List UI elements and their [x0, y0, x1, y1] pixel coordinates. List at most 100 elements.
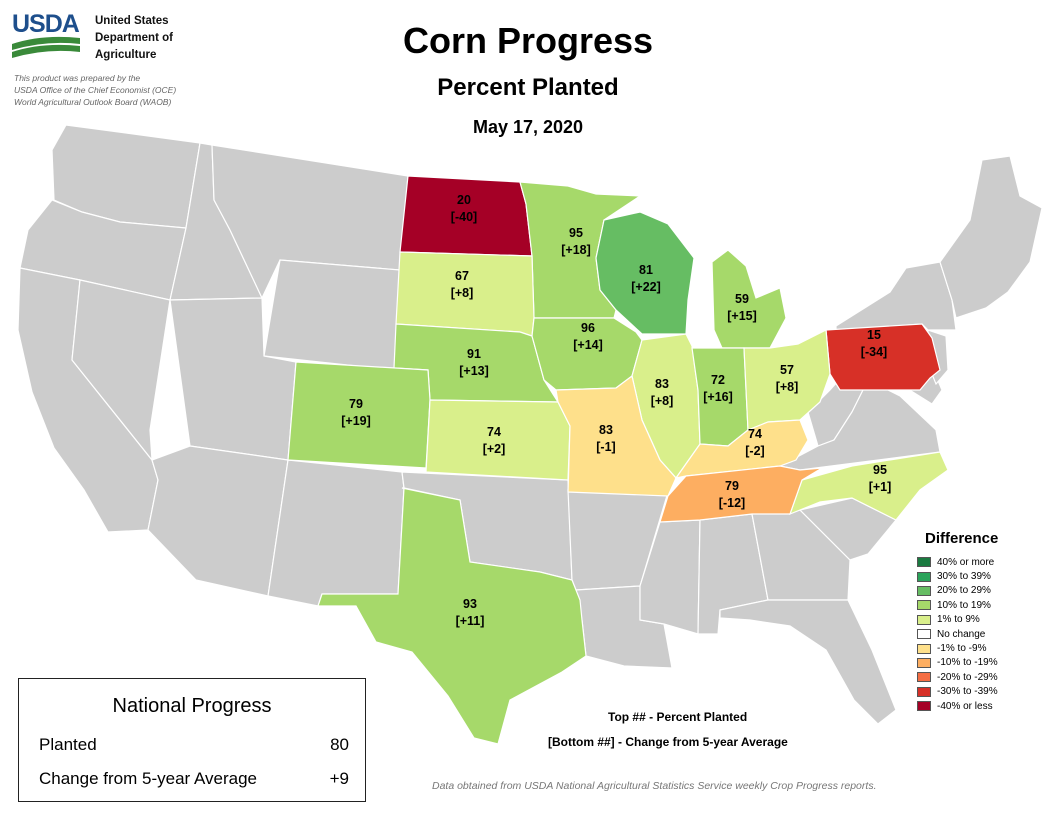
state-az: [147, 445, 289, 597]
state-ks: [425, 399, 571, 481]
state-change-from-average: [-40]: [451, 210, 477, 224]
state-percent-planted: 93: [463, 597, 477, 611]
planted-row: Planted 80: [39, 735, 349, 755]
legend-swatch: [917, 686, 931, 697]
state-change-from-average: [+22]: [631, 280, 661, 294]
legend-item: 10% to 19%: [917, 598, 998, 612]
legend-item: 20% to 29%: [917, 584, 998, 598]
state-percent-planted: 79: [349, 397, 363, 411]
legend-item: -20% to -29%: [917, 670, 998, 684]
state-change-from-average: [+13]: [459, 364, 489, 378]
report-date: May 17, 2020: [472, 117, 584, 137]
state-nm: [267, 459, 405, 607]
state-change-from-average: [-2]: [745, 444, 764, 458]
legend-label: 30% to 39%: [937, 571, 991, 583]
state-pa: [825, 323, 941, 391]
legend-label: No change: [937, 628, 986, 640]
state-percent-planted: 91: [467, 347, 481, 361]
state-percent-planted: 81: [639, 263, 653, 277]
legend-label: -10% to -19%: [937, 657, 998, 669]
state-percent-planted: 72: [711, 373, 725, 387]
legend-label: -1% to -9%: [937, 643, 987, 655]
legend-swatch: [917, 629, 931, 640]
prepared-by-note: This product was prepared by the USDA Of…: [14, 73, 177, 107]
state-percent-planted: 15: [867, 328, 881, 342]
state-fl: [719, 599, 897, 725]
legend-swatch: [917, 600, 931, 611]
difference-legend: Difference 40% or more 30% to 39% 20% to 2…: [917, 530, 998, 713]
state-change-from-average: [+14]: [573, 338, 603, 352]
state-tx: [317, 487, 587, 745]
legend-title: Difference: [925, 530, 999, 547]
state-percent-planted: 74: [748, 427, 762, 441]
state-change-from-average: [+2]: [483, 442, 506, 456]
state-percent-planted: 57: [780, 363, 794, 377]
legend-swatch: [917, 585, 931, 596]
legend-label: -30% to -39%: [937, 686, 998, 698]
state-change-from-average: [+8]: [451, 286, 474, 300]
usda-logo: USDA: [12, 10, 80, 38]
state-change-from-average: [+1]: [869, 480, 892, 494]
legend-swatch: [917, 571, 931, 582]
state-new-england: [939, 155, 1043, 319]
state-percent-planted: 67: [455, 269, 469, 283]
legend-swatch: [917, 643, 931, 654]
state-change-from-average: [+18]: [561, 243, 591, 257]
state-nc: [788, 451, 949, 521]
state-percent-planted: 96: [581, 321, 595, 335]
page-subtitle: Percent Planted: [437, 74, 619, 101]
state-tn: [659, 465, 823, 523]
state-change-from-average: [-34]: [861, 345, 887, 359]
legend-item: 30% to 39%: [917, 569, 998, 583]
legend-item: -30% to -39%: [917, 685, 998, 699]
state-nv: [71, 279, 171, 462]
legend-item: 1% to 9%: [917, 613, 998, 627]
state-change-from-average: [+16]: [703, 390, 733, 404]
legend-label: 10% to 19%: [937, 599, 991, 611]
state-percent-planted: 83: [599, 423, 613, 437]
national-progress-box: National Progress Planted 80 Change from…: [18, 678, 366, 802]
state-percent-planted: 95: [873, 463, 887, 477]
state-percent-planted: 20: [457, 193, 471, 207]
legend-swatch: [917, 557, 931, 568]
state-ny: [835, 261, 957, 331]
national-progress-title: National Progress: [112, 695, 272, 717]
usda-logo-swoosh: [12, 36, 80, 58]
planted-value: 80: [330, 735, 349, 754]
non-reporting-states: [17, 124, 1043, 725]
legend-swatch: [917, 672, 931, 683]
legend-swatch: [917, 701, 931, 712]
data-source-note: Data obtained from USDA National Agricul…: [432, 780, 877, 792]
legend-item: 40% or more: [917, 555, 998, 569]
state-change-from-average: [+19]: [341, 414, 371, 428]
legend-item: -40% or less: [917, 699, 998, 713]
legend-item: -1% to -9%: [917, 641, 998, 655]
state-percent-planted: 79: [725, 479, 739, 493]
legend-label: 40% or more: [937, 556, 995, 568]
state-percent-planted: 59: [735, 292, 749, 306]
legend-note-bottom: [Bottom ##] - Change from 5-year Average: [548, 735, 788, 749]
state-change-from-average: [+8]: [776, 380, 799, 394]
legend-item: -10% to -19%: [917, 656, 998, 670]
state-percent-planted: 95: [569, 226, 583, 240]
agency-name: United States Department of Agriculture: [95, 15, 173, 61]
state-labels: 20 [-40] 95 [+18] 81 [+22] 67 [+8] 59 [+15] 15 [-34…: [341, 193, 891, 628]
planted-label: Planted: [39, 735, 97, 754]
legend-label: -40% or less: [937, 700, 993, 712]
state-change-from-average: [-1]: [596, 440, 615, 454]
reporting-states: [287, 175, 949, 745]
legend-label: -20% to -29%: [937, 671, 998, 683]
state-sc: [798, 497, 897, 561]
state-change-from-average: [+15]: [727, 309, 757, 323]
legend-item: No change: [917, 627, 998, 641]
change-label: Change from 5-year Average: [39, 769, 257, 788]
legend-label: 20% to 29%: [937, 585, 991, 597]
legend-swatch: [917, 657, 931, 668]
change-row: Change from 5-year Average +9: [39, 769, 349, 789]
page-title: Corn Progress: [402, 20, 654, 61]
state-wy: [263, 259, 401, 371]
change-value: +9: [329, 769, 349, 788]
state-percent-planted: 83: [655, 377, 669, 391]
state-change-from-average: [+11]: [456, 614, 485, 628]
